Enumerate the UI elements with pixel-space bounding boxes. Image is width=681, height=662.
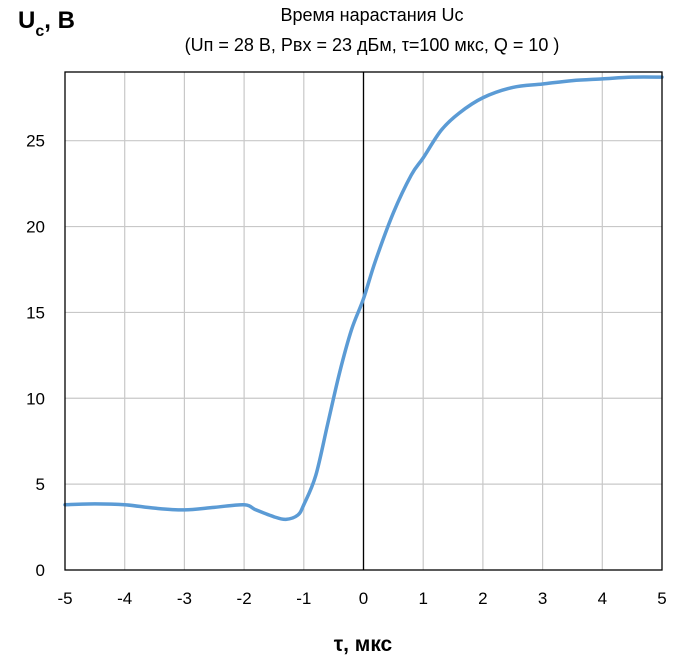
y-axis-title-main: U <box>18 7 35 34</box>
x-tick-label: 4 <box>598 589 607 608</box>
x-axis-title: τ, мкс <box>334 633 393 656</box>
x-tick-label: -4 <box>117 589 132 608</box>
x-tick-label: -3 <box>177 589 192 608</box>
x-tick-label: 5 <box>657 589 666 608</box>
x-tick-label: -2 <box>237 589 252 608</box>
x-tick-label: 3 <box>538 589 547 608</box>
x-tick-label: -5 <box>57 589 72 608</box>
x-tick-label: 1 <box>418 589 427 608</box>
plot-area-border <box>64 71 663 571</box>
y-tick-label: 25 <box>26 132 45 151</box>
y-axis-title-unit: , В <box>44 7 75 34</box>
y-tick-label: 20 <box>26 218 45 237</box>
x-tick-label: 0 <box>359 589 368 608</box>
data-series <box>63 75 664 522</box>
y-tick-label: 5 <box>36 475 45 494</box>
x-tick-label: -1 <box>296 589 311 608</box>
chart-title: Время нарастания Uc <box>281 5 464 25</box>
x-tick-label: 2 <box>478 589 487 608</box>
y-tick-label: 10 <box>26 389 45 408</box>
chart-subtitle: (Uп = 28 В, Pвх = 23 дБм, τ=100 мкс, Q =… <box>185 35 560 55</box>
tick-labels: -5 -4 -3 -2 -1 0 1 2 3 4 5 0 5 10 15 20 25 <box>26 132 667 608</box>
y-tick-label: 15 <box>26 303 45 322</box>
y-axis-title-subscript: c <box>35 23 44 40</box>
series-line <box>63 75 664 522</box>
y-axis-title: Uc, В <box>18 7 75 40</box>
y-tick-label: 0 <box>36 561 45 580</box>
